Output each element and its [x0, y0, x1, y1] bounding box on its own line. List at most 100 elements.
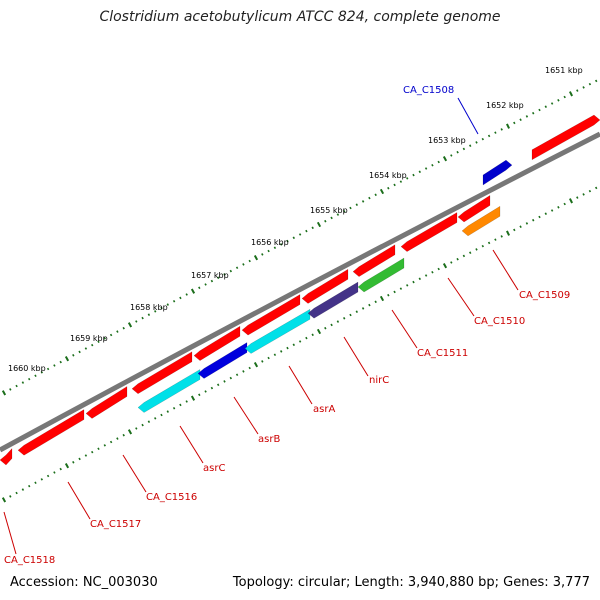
- outer-scale-tick: [525, 115, 529, 118]
- inner-scale-tick: [229, 376, 232, 380]
- gene-label[interactable]: CA_C1509: [519, 290, 570, 301]
- inner-scale-tick: [442, 263, 448, 269]
- outer-scale-tick: [273, 246, 277, 250]
- gene-reverse-cds[interactable]: [352, 244, 396, 277]
- inner-scale-tick: [135, 427, 138, 430]
- leader-line: [3, 511, 17, 555]
- inner-scale-tick: [406, 284, 409, 287]
- gene-nirc[interactable]: [307, 281, 359, 319]
- outer-scale-tick: [456, 150, 459, 154]
- outer-scale-tick: [190, 288, 196, 294]
- inner-scale-tick: [28, 484, 31, 488]
- inner-scale-tick: [399, 287, 403, 290]
- inner-scale-tick: [330, 323, 333, 327]
- gene-label[interactable]: CA_C1511: [417, 348, 468, 359]
- gene-features: [0, 114, 600, 466]
- gene-ca-c1509[interactable]: [461, 205, 501, 237]
- outer-scale-tick: [127, 322, 133, 328]
- gene-ca-c1511[interactable]: [357, 257, 405, 293]
- inner-scale-tick: [298, 340, 302, 343]
- inner-scale-tick: [267, 356, 270, 360]
- outer-scale-tick: [431, 163, 434, 167]
- scale-label: 1654 kbp: [369, 171, 407, 180]
- outer-scale-tick: [538, 108, 541, 112]
- gene-label[interactable]: CA_C1510: [474, 316, 525, 327]
- outer-scale-tick: [475, 141, 478, 144]
- gene-label[interactable]: asrC: [203, 463, 225, 474]
- inner-scale-tick: [450, 261, 453, 264]
- outer-scale-tick: [361, 200, 365, 203]
- gene-label[interactable]: CA_C1516: [146, 492, 197, 503]
- outer-scale-tick: [141, 316, 144, 320]
- gene-reverse-cds[interactable]: [131, 351, 193, 395]
- inner-scale-tick: [316, 328, 322, 335]
- gene-reverse-cds[interactable]: [0, 447, 13, 466]
- gene-reverse-cds[interactable]: [400, 212, 458, 252]
- gene-label[interactable]: nirC: [369, 375, 389, 386]
- scale-label: 1652 kbp: [486, 101, 524, 110]
- gene-asrc[interactable]: [137, 369, 201, 413]
- outer-scale-tick: [563, 95, 566, 99]
- map-title: Clostridium acetobutylicum ATCC 824, com…: [99, 9, 501, 25]
- outer-scale-tick: [349, 206, 352, 210]
- outer-scale-tick: [280, 243, 283, 246]
- outer-scale-tick: [185, 293, 188, 296]
- outer-scale-tick: [253, 255, 259, 261]
- inner-scale-tick: [103, 444, 106, 447]
- outer-scale-tick: [481, 137, 484, 141]
- gene-reverse-cds[interactable]: [85, 385, 128, 419]
- gene-reverse-cds[interactable]: [193, 325, 241, 361]
- gene-reverse-cds[interactable]: [301, 268, 349, 304]
- inner-scale-tick: [253, 362, 259, 368]
- inner-scale-tick: [261, 360, 264, 363]
- inner-scale-tick: [557, 206, 560, 209]
- gene-label[interactable]: CA_C1518: [4, 555, 55, 566]
- outer-scale-tick: [248, 259, 251, 263]
- inner-scale-tick: [387, 293, 390, 297]
- gene-reverse-cds[interactable]: [241, 294, 301, 336]
- outer-scale-tick: [519, 118, 522, 121]
- outer-scale-tick: [343, 210, 346, 213]
- gene-asrb[interactable]: [197, 342, 248, 379]
- inner-scale-ticks: [1, 186, 598, 503]
- inner-scale-tick: [481, 244, 484, 248]
- inner-scale-tick: [563, 202, 566, 206]
- inner-scale-tick: [456, 257, 459, 261]
- inner-scale-tick: [248, 366, 251, 370]
- inner-scale-tick: [40, 478, 43, 481]
- inner-scale-tick: [147, 420, 151, 423]
- outer-scale-tick: [576, 89, 579, 92]
- gene-label[interactable]: CA_C1508: [403, 85, 454, 96]
- outer-scale-tick: [595, 79, 598, 83]
- inner-scale-tick: [84, 454, 88, 457]
- gene-label[interactable]: CA_C1517: [90, 519, 141, 530]
- outer-scale-tick: [97, 340, 100, 344]
- outer-scale-tick: [122, 326, 125, 330]
- leader-line: [391, 309, 418, 349]
- outer-scale-tick: [330, 216, 333, 220]
- outer-scale-tick: [412, 173, 415, 177]
- inner-scale-tick: [78, 457, 81, 461]
- outer-scale-tick: [374, 193, 377, 197]
- outer-scale-tick: [179, 296, 182, 300]
- inner-scale-tick: [160, 413, 163, 417]
- gene-label[interactable]: asrB: [258, 434, 280, 445]
- outer-scale-tick: [513, 121, 516, 125]
- gene-reverse-cds[interactable]: [17, 409, 85, 456]
- outer-scale-tick: [292, 236, 295, 240]
- inner-scale-tick: [582, 193, 585, 196]
- gene-reverse-cds[interactable]: [457, 194, 491, 223]
- inner-scale-tick: [286, 346, 289, 350]
- gene-unlabeled-forward[interactable]: [531, 114, 600, 161]
- gene-asra[interactable]: [244, 308, 311, 354]
- inner-scale-tick: [576, 196, 579, 199]
- gene-label[interactable]: asrA: [313, 404, 335, 415]
- outer-scale-tick: [217, 276, 220, 280]
- inner-scale-tick: [91, 450, 94, 454]
- outer-scale-tick: [15, 384, 18, 388]
- outer-scale-tick: [210, 279, 214, 283]
- inner-scale-tick: [525, 222, 529, 225]
- gene-ca-c1508[interactable]: [482, 159, 513, 186]
- outer-scale-tick: [544, 105, 547, 108]
- outer-scale-tick: [84, 347, 88, 350]
